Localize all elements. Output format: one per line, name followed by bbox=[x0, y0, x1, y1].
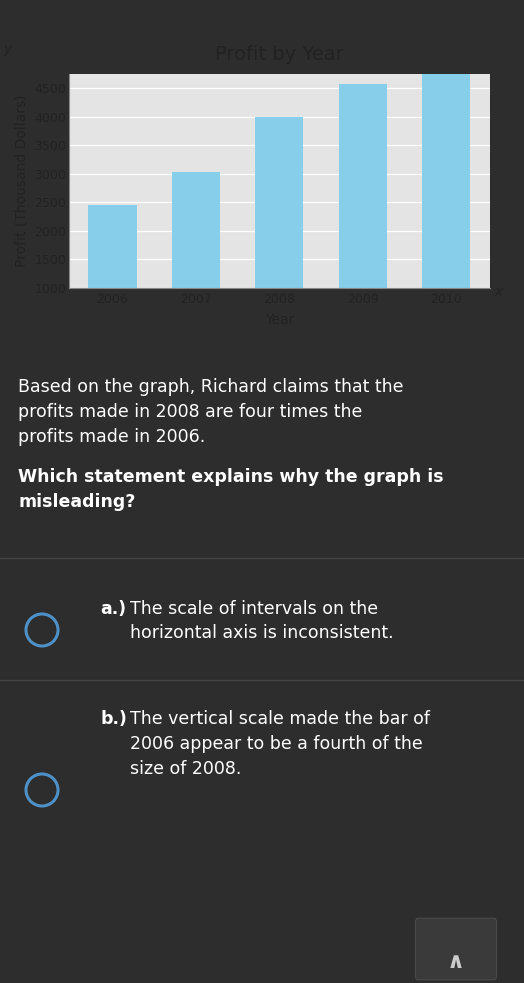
Text: size of 2008.: size of 2008. bbox=[130, 760, 242, 778]
Bar bbox=[339, 84, 387, 288]
Text: The vertical scale made the bar of: The vertical scale made the bar of bbox=[130, 710, 430, 728]
Title: Profit by Year: Profit by Year bbox=[215, 45, 344, 64]
Y-axis label: Profit (Thousand Dollars): Profit (Thousand Dollars) bbox=[15, 94, 29, 267]
Bar bbox=[422, 51, 471, 288]
Text: misleading?: misleading? bbox=[18, 493, 135, 511]
Text: x: x bbox=[495, 285, 503, 300]
Bar bbox=[255, 117, 303, 288]
Text: profits made in 2008 are four times the: profits made in 2008 are four times the bbox=[18, 403, 363, 421]
Text: y: y bbox=[4, 41, 12, 56]
Text: 2006 appear to be a fourth of the: 2006 appear to be a fourth of the bbox=[130, 735, 423, 753]
Bar bbox=[171, 172, 220, 288]
Text: b.): b.) bbox=[100, 710, 127, 728]
Text: Based on the graph, Richard claims that the: Based on the graph, Richard claims that … bbox=[18, 378, 403, 396]
Bar bbox=[88, 205, 137, 288]
Text: ∧: ∧ bbox=[447, 952, 465, 972]
Text: horizontal axis is inconsistent.: horizontal axis is inconsistent. bbox=[130, 624, 394, 642]
Text: a.): a.) bbox=[100, 600, 126, 618]
Text: The scale of intervals on the: The scale of intervals on the bbox=[130, 600, 378, 618]
Text: profits made in 2006.: profits made in 2006. bbox=[18, 428, 205, 446]
Text: Which statement explains why the graph is: Which statement explains why the graph i… bbox=[18, 468, 444, 486]
X-axis label: Year: Year bbox=[265, 314, 294, 327]
